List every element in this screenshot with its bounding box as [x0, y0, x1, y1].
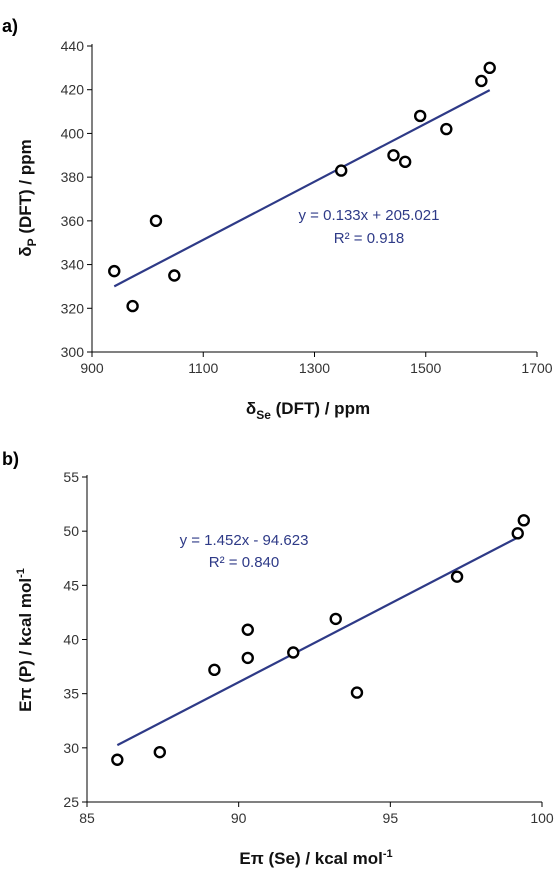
y-tick-label: 320: [61, 300, 85, 316]
data-point: [149, 214, 163, 228]
x-tick-label: 1700: [521, 360, 552, 376]
y-tick-label: 40: [63, 632, 79, 648]
y-tick-label: 45: [63, 577, 79, 593]
y-tick-label: 25: [63, 794, 79, 810]
x-tick-label: 1300: [299, 360, 330, 376]
data-point: [111, 753, 124, 766]
data-point: [450, 570, 464, 583]
r-squared-label-b: R² = 0.840: [209, 554, 279, 571]
trendline: [113, 89, 491, 288]
points-a: [108, 61, 496, 313]
x-tick-label: 1500: [410, 360, 441, 376]
data-point: [387, 149, 400, 162]
equation-label-b: y = 1.452x - 94.623: [180, 532, 309, 549]
points-b: [111, 514, 530, 766]
data-point: [335, 164, 348, 177]
data-point: [241, 651, 254, 665]
panel-label-b: b): [2, 449, 19, 469]
chart-panel-b: b) 85 90 95 100 25 30 35 40 45 50 55 y = 1.452x -…: [2, 449, 554, 868]
data-point: [511, 527, 524, 540]
x-tick-label: 100: [530, 810, 554, 826]
y-tick-label: 340: [61, 257, 85, 273]
data-point: [287, 646, 300, 659]
x-tick-label: 1100: [188, 360, 218, 376]
data-point: [208, 663, 221, 677]
trendline: [116, 536, 519, 747]
x-tick-label: 90: [231, 810, 247, 826]
y-axis-title-a: δP (DFT) / ppm: [16, 139, 39, 256]
y-tick-label: 360: [61, 213, 85, 229]
y-tick-label: 400: [61, 125, 85, 141]
panel-label-a: a): [2, 16, 18, 36]
y-tick-label: 30: [63, 740, 79, 756]
data-point: [126, 299, 139, 313]
data-point: [475, 74, 488, 88]
x-axis-title-b: Eπ (Se) / kcal mol-1: [239, 848, 392, 868]
y-axis-title-b: Eπ (P) / kcal mol-1: [15, 568, 35, 712]
y-ticks-a: 300 320 340 360 380 400 420 440: [61, 38, 92, 360]
x-tick-label: 900: [80, 360, 104, 376]
data-point: [517, 514, 530, 527]
x-tick-label: 95: [383, 810, 399, 826]
equation-label-a: y = 0.133x + 205.021: [299, 207, 440, 224]
x-ticks-a: 900 1100 1300 1500 1700: [80, 352, 553, 376]
data-point: [108, 264, 121, 278]
axes-a: [91, 44, 537, 353]
y-tick-label: 50: [63, 523, 79, 539]
chart-panel-a: a) 900 1100 1300 1500 1700 300 320 340 360 380 40…: [2, 16, 553, 422]
y-tick-label: 440: [61, 38, 85, 54]
y-tick-label: 420: [61, 82, 85, 98]
data-point: [413, 109, 427, 123]
y-tick-label: 35: [63, 686, 79, 702]
x-tick-label: 85: [79, 810, 95, 826]
y-tick-label: 55: [63, 469, 79, 485]
x-ticks-b: 85 90 95 100: [79, 802, 554, 826]
data-point: [350, 686, 364, 699]
trendline-b: [116, 536, 519, 747]
trendline-a: [113, 89, 491, 288]
data-point: [398, 155, 412, 169]
r-squared-label-a: R² = 0.918: [334, 230, 404, 247]
y-ticks-b: 25 30 35 40 45 50 55: [63, 469, 87, 810]
data-point: [440, 122, 453, 136]
y-tick-label: 300: [61, 344, 85, 360]
data-point: [153, 745, 167, 759]
data-point: [241, 623, 254, 636]
data-point: [483, 61, 496, 75]
y-tick-label: 380: [61, 169, 85, 185]
x-axis-title-a: δSe (DFT) / ppm: [246, 399, 370, 422]
data-point: [329, 612, 342, 626]
data-point: [168, 269, 181, 282]
